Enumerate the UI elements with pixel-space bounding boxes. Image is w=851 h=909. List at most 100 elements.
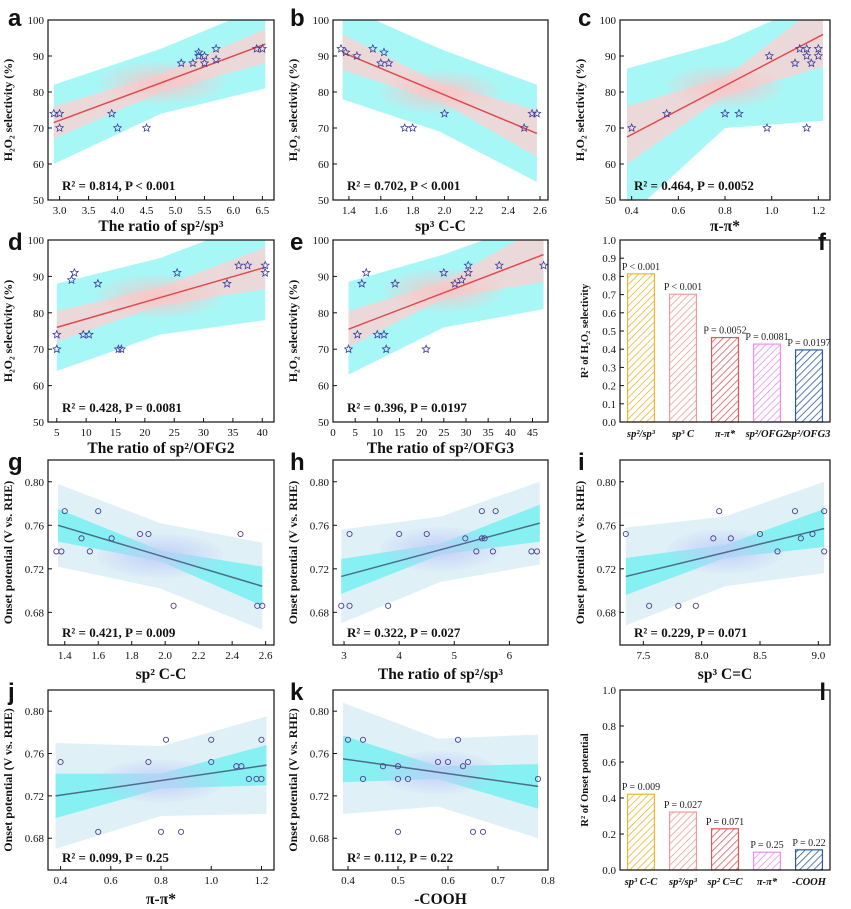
x-axis-label: π-π*	[146, 891, 176, 908]
y-tick-label: 0.80	[25, 706, 45, 718]
panel-i: i 0.68 0.72 0.76 0.80 7.5 8.0 8.5 9.0 sp³ C=C R² =…	[573, 449, 831, 683]
x-axis-label: sp³ C=C	[698, 666, 752, 683]
data-point	[112, 122, 123, 133]
data-point	[61, 508, 68, 515]
data-point	[462, 535, 469, 542]
ci-glow	[96, 274, 223, 319]
stat-annotation: R² = 0.396, P = 0.0197	[347, 400, 467, 415]
data-point	[661, 108, 672, 118]
data-point	[259, 602, 266, 609]
panel-k: k 0.68 0.72 0.76 0.80 0.4 0.5 0.6 0.7 0.8 -COOH R² …	[286, 679, 555, 908]
y-axis-label: Onset potential (V vs. RHE)	[573, 481, 587, 624]
panel-d: d 50 60 70 80 90 100 5 10 15 20 25 30 35 40 The ratio o…	[1, 229, 275, 457]
bar-category-label: sp²/OFG3	[787, 429, 831, 440]
data-point	[762, 123, 772, 133]
ci-glow	[379, 70, 500, 114]
bar-annotation: P < 0.001	[664, 282, 702, 293]
plot-area	[53, 483, 266, 630]
data-point	[492, 508, 499, 515]
data-point	[343, 344, 354, 354]
data-point	[821, 508, 828, 515]
y-axis-label: H₂O₂ selectivity (%)	[1, 59, 15, 162]
panel-label: e	[290, 229, 303, 256]
y-axis-label: H₂O₂ selectivity (%)	[286, 280, 300, 383]
x-tick-label: 10	[372, 427, 384, 439]
y-tick-label: 0.76	[597, 520, 617, 532]
data-point	[809, 530, 816, 538]
stat-annotation: R² = 0.112, P = 0.22	[347, 850, 453, 865]
x-tick-label: 10	[81, 427, 93, 439]
x-tick-label: 2.0	[438, 205, 452, 217]
x-tick-label: 1.0	[765, 205, 779, 217]
x-tick-label: 5	[54, 427, 60, 439]
data-point	[399, 122, 410, 133]
y-tick-label: 0.0	[602, 417, 616, 429]
fit-line	[342, 51, 538, 135]
data-point	[463, 267, 473, 277]
x-tick-label: 30	[198, 427, 210, 439]
data-point	[361, 267, 372, 277]
x-tick-label: 1.6	[374, 205, 388, 217]
data-point	[423, 530, 430, 538]
x-tick-label: 0	[330, 427, 336, 439]
data-point	[710, 535, 717, 542]
y-tick-label: 0.80	[597, 477, 617, 489]
x-tick-label: 0.8	[718, 205, 732, 217]
y-tick-label: 1.0	[602, 685, 616, 697]
x-tick-label: 2.2	[192, 650, 206, 662]
y-tick-label: 90	[318, 271, 330, 283]
data-point	[352, 329, 363, 339]
data-point	[208, 736, 215, 743]
panel-a: a 50 60 70 80 90 100 3.0 3.5 4.0 4.5 5.0 5.5 6.0 6.5 Th…	[1, 5, 275, 235]
stat-annotation: R² = 0.322, P = 0.027	[347, 625, 461, 640]
data-point	[379, 763, 387, 770]
bar-category-label: sp²/sp³	[626, 429, 656, 440]
y-tick-label: 1.0	[602, 235, 616, 247]
x-axis-label: sp³ C-C	[415, 218, 466, 235]
y-axis-label: Onset potential (V vs. RHE)	[1, 708, 15, 851]
panel-label: l	[819, 679, 826, 706]
y-tick-label: 100	[313, 235, 330, 247]
x-tick-label: 1.6	[91, 650, 105, 662]
x-tick-label: 1.8	[406, 205, 420, 217]
bar	[668, 811, 698, 871]
x-tick-label: 1.4	[58, 650, 72, 662]
data-point	[95, 828, 102, 835]
x-tick-label: 40	[505, 427, 517, 439]
y-tick-label: 0.76	[25, 520, 45, 532]
y-tick-label: 80	[318, 87, 330, 99]
data-point	[211, 43, 221, 53]
y-axis-label: Onset potential (V vs. RHE)	[286, 481, 300, 624]
axes-frame	[619, 689, 831, 871]
stat-annotation: R² = 0.229, P = 0.071	[634, 625, 747, 640]
x-tick-label: 3	[341, 650, 347, 662]
y-tick-label: 0.8	[602, 721, 616, 733]
x-tick-label: 0.8	[541, 875, 555, 887]
data-point	[390, 278, 400, 288]
data-point	[463, 260, 473, 270]
x-tick-label: 15	[110, 427, 122, 439]
x-tick-label: 35	[483, 427, 495, 439]
data-point	[234, 260, 244, 270]
plot-area	[342, 702, 542, 839]
data-point	[444, 758, 452, 766]
stat-annotation: R² = 0.702, P < 0.001	[347, 178, 460, 193]
x-tick-label: 1.8	[125, 650, 139, 662]
data-point	[478, 535, 485, 542]
data-point	[534, 775, 542, 782]
plot-area	[622, 481, 828, 626]
bar	[752, 343, 782, 423]
panel-label: h	[290, 449, 305, 476]
data-point	[116, 344, 127, 354]
data-point	[258, 775, 265, 782]
bar-category-label: π-π*	[715, 429, 736, 440]
data-point	[450, 278, 460, 288]
data-point	[157, 828, 165, 835]
panel-c: c 50 60 70 80 90 100 0.4 0.6 0.8 1.0 1.2 π-π* R² = 0.…	[573, 5, 831, 235]
x-tick-label: 2.0	[158, 650, 172, 662]
panel-b: b 50 60 70 80 90 100 1.4 1.6 1.8 2.0 2.2 2.4 2.6 sp³ C…	[286, 5, 549, 235]
data-point	[479, 828, 487, 835]
data-point	[439, 267, 449, 277]
data-point	[137, 530, 144, 538]
data-point	[242, 260, 253, 270]
